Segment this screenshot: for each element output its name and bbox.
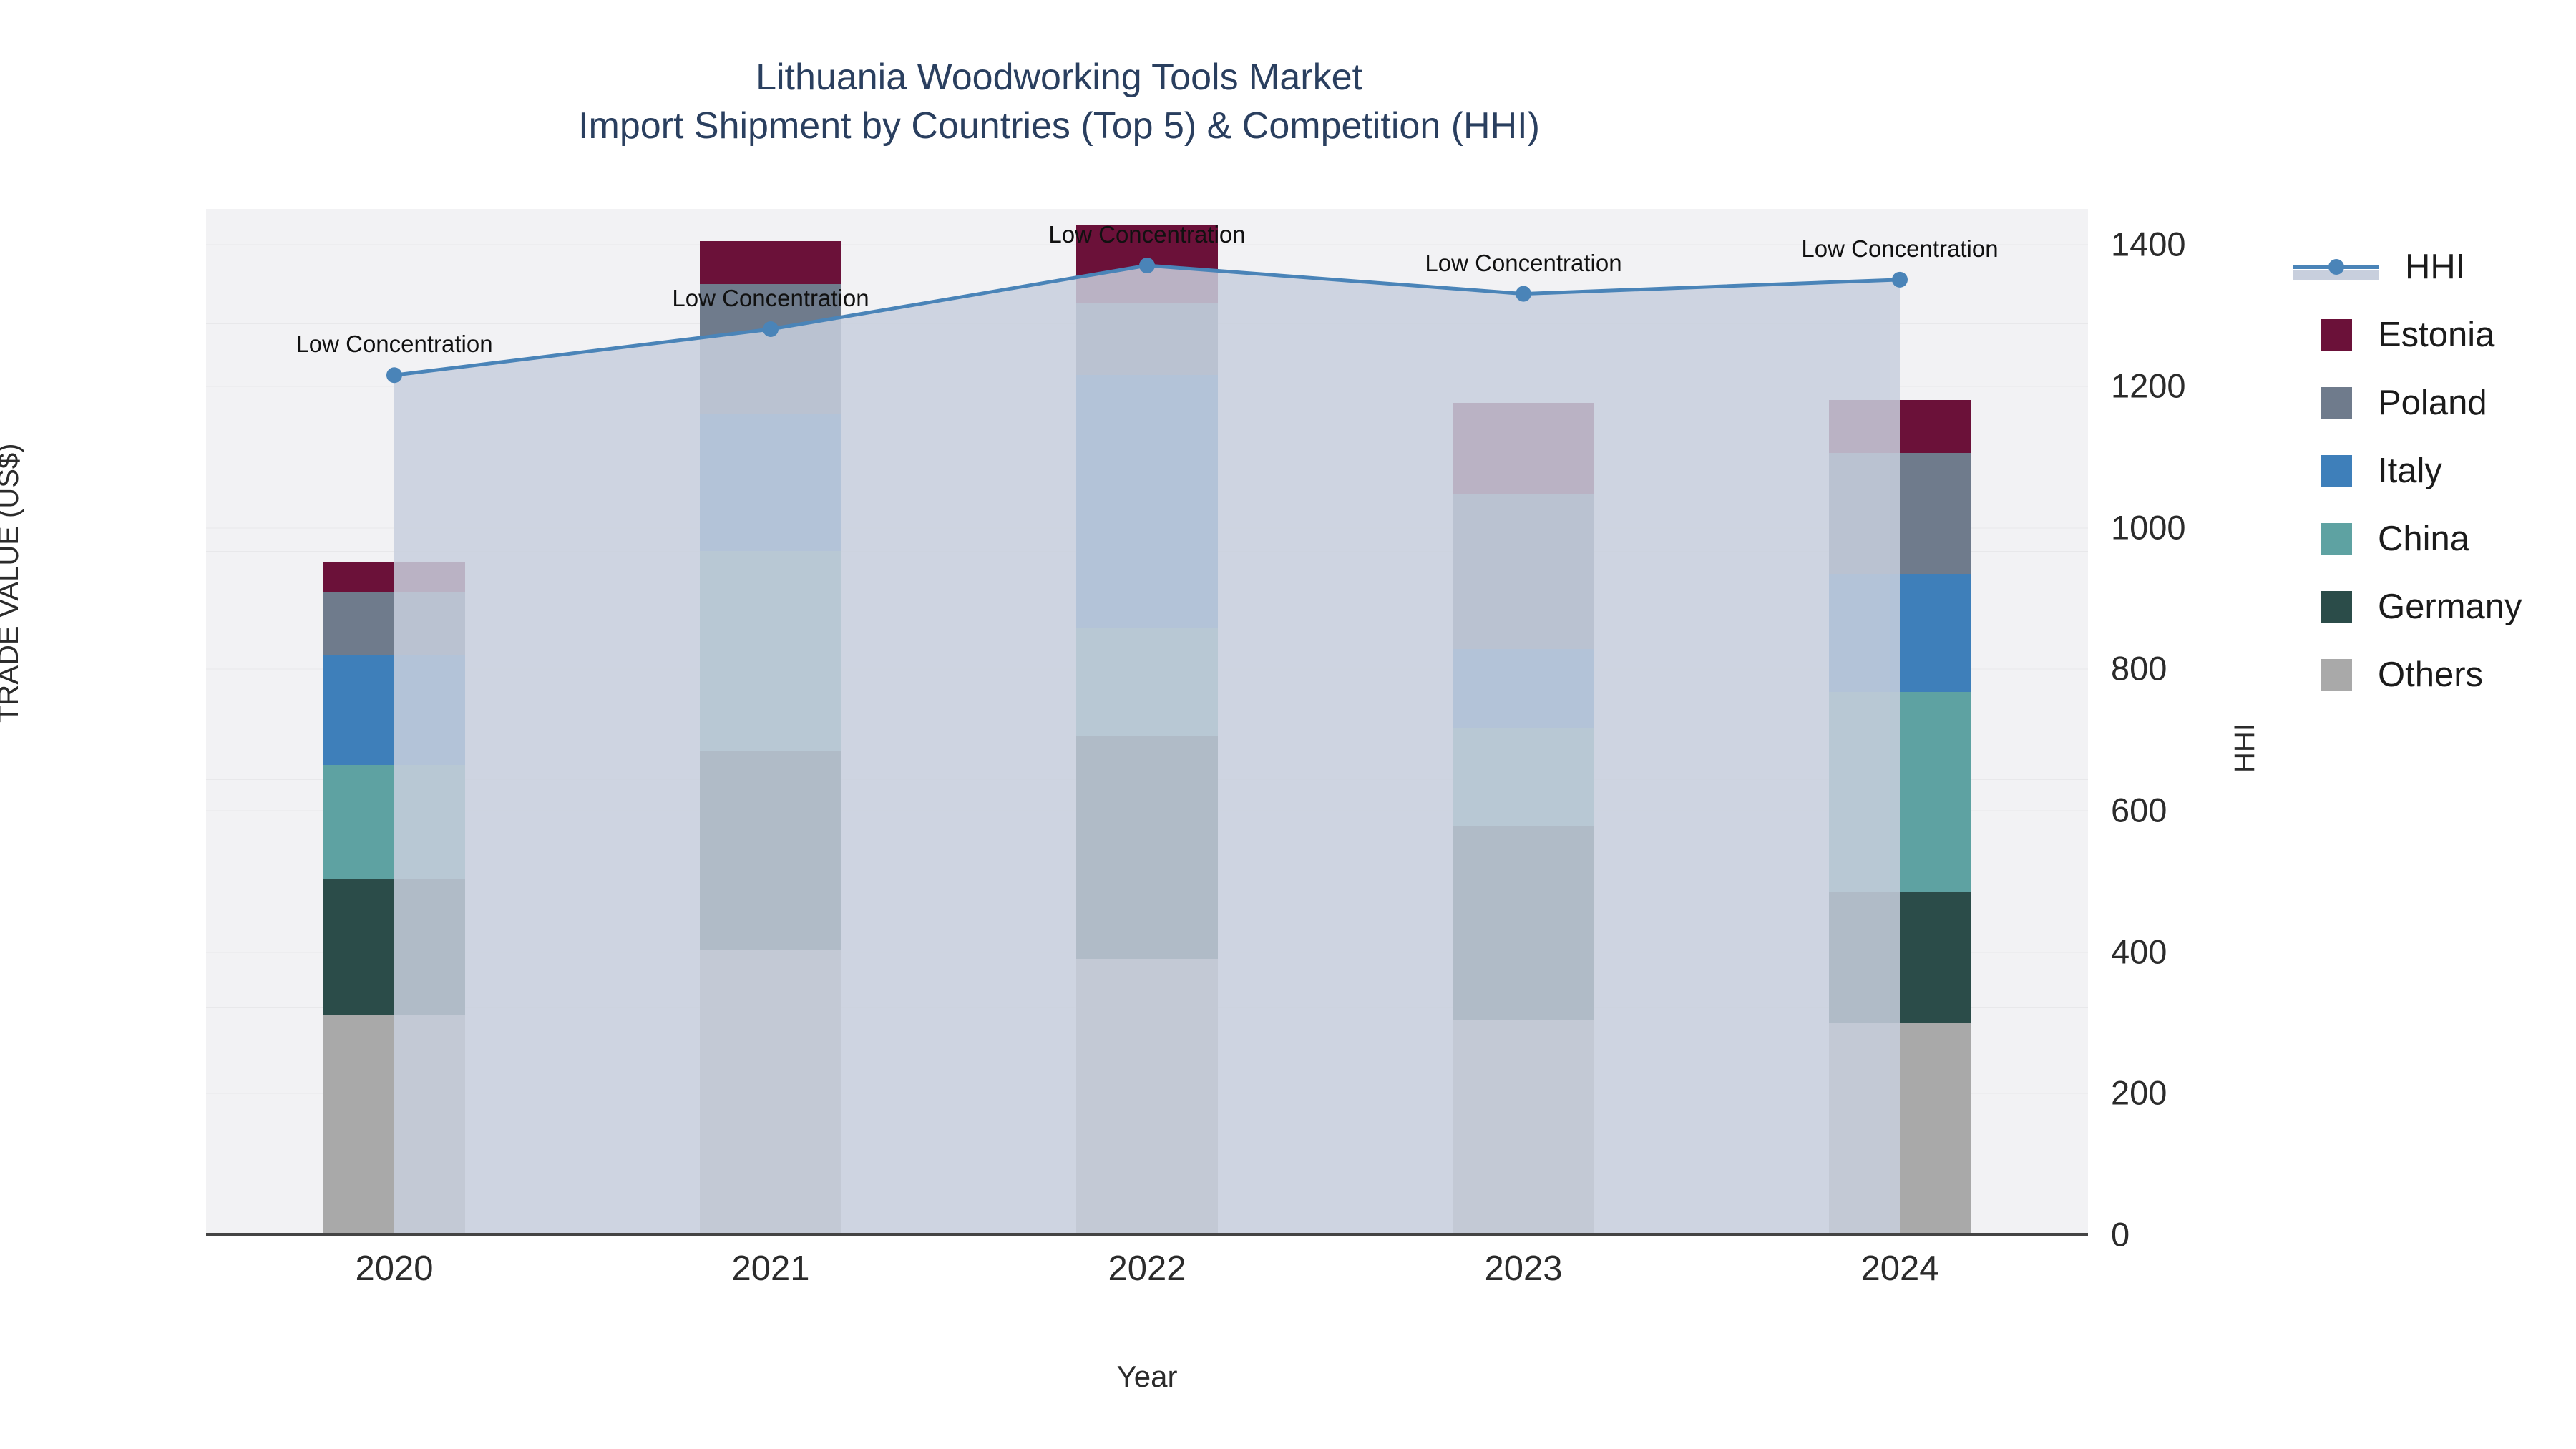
y-axis-right-label: HHI — [2229, 723, 2260, 773]
annotation-low-concentration-2023: Low Concentration — [1425, 249, 1622, 276]
legend-item-others[interactable]: Others — [2293, 640, 2522, 708]
hhi-area-fill — [394, 265, 1900, 1235]
x-axis-label: Year — [1116, 1360, 1178, 1393]
legend-marker-line-icon — [2293, 251, 2379, 283]
legend-label: Germany — [2378, 587, 2522, 626]
legend-label: Others — [2378, 655, 2484, 694]
legend-label: Poland — [2378, 383, 2487, 422]
legend-swatch-icon — [2321, 590, 2352, 623]
legend-label: Estonia — [2378, 315, 2495, 354]
annotation-low-concentration-2021: Low Concentration — [672, 285, 869, 311]
legend-item-estonia[interactable]: Estonia — [2293, 301, 2522, 369]
y-axis-right-tick-label: 800 — [2111, 649, 2167, 688]
legend-item-italy[interactable]: Italy — [2293, 436, 2522, 504]
hhi-marker-2021[interactable] — [763, 321, 779, 338]
hhi-line-overlay — [386, 258, 1908, 1235]
y-axis-right-tick-label: 1000 — [2111, 508, 2186, 547]
legend-item-germany[interactable]: Germany — [2293, 572, 2522, 640]
chart-title: Lithuania Woodworking Tools Market Impor… — [0, 54, 2118, 150]
chart-title-line-2: Import Shipment by Countries (Top 5) & C… — [578, 104, 1540, 147]
annotation-low-concentration-2020: Low Concentration — [296, 331, 493, 358]
legend: HHI Estonia Poland Italy China Germany Others — [2293, 233, 2522, 708]
annotation-low-concentration-2024: Low Concentration — [1801, 235, 1999, 262]
x-axis-line — [206, 1233, 2088, 1236]
legend-swatch-icon — [2321, 318, 2352, 351]
legend-swatch-icon — [2321, 522, 2352, 555]
hhi-marker-2022[interactable] — [1139, 258, 1155, 274]
legend-swatch-icon — [2321, 454, 2352, 487]
y-axis-right-tick-label: 1400 — [2111, 225, 2186, 263]
x-axis-tick-label-2022: 2022 — [1108, 1249, 1186, 1288]
hhi-marker-2023[interactable] — [1516, 286, 1531, 302]
annotation-low-concentration-2022: Low Concentration — [1048, 221, 1246, 248]
hhi-markers — [386, 258, 1908, 384]
legend-item-hhi[interactable]: HHI — [2293, 233, 2522, 301]
legend-label: China — [2378, 519, 2470, 558]
bar-segment-estonia[interactable] — [700, 240, 841, 285]
y-axis-left-label: TRADE VALUE (US$) — [0, 443, 24, 723]
x-axis-tick-label-2021: 2021 — [731, 1249, 810, 1288]
plot-area: Low Concentration Low Concentration Low Co… — [206, 209, 2088, 1236]
legend-item-china[interactable]: China — [2293, 504, 2522, 572]
y-axis-right-tick-label: 400 — [2111, 932, 2167, 971]
legend-swatch-icon — [2321, 658, 2352, 691]
chart-title-line-1: Lithuania Woodworking Tools Market — [756, 57, 1362, 98]
y-axis-right-tick-label: 1200 — [2111, 366, 2186, 405]
y-axis-right-tick-label: 200 — [2111, 1073, 2167, 1112]
legend-label: Italy — [2378, 451, 2442, 490]
x-axis-tick-label-2024: 2024 — [1860, 1249, 1939, 1288]
legend-item-poland[interactable]: Poland — [2293, 369, 2522, 436]
x-axis-tick-label-2023: 2023 — [1484, 1249, 1563, 1288]
y-axis-right-tick-label: 0 — [2111, 1215, 2130, 1254]
y-axis-right-tick-label: 600 — [2111, 791, 2167, 829]
legend-label: HHI — [2405, 247, 2466, 286]
legend-swatch-icon — [2321, 386, 2352, 419]
hhi-marker-2024[interactable] — [1892, 271, 1908, 288]
x-axis-tick-label-2020: 2020 — [355, 1249, 434, 1288]
hhi-marker-2020[interactable] — [386, 367, 402, 384]
